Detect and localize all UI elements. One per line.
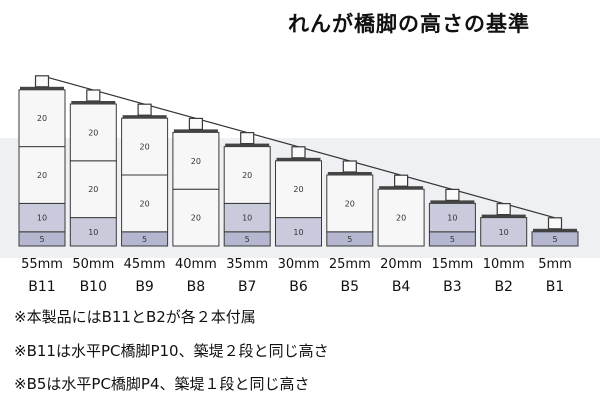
pier-b3: 5 10 15mm B3 [428,188,476,295]
pier-b9-segment-label: 20 [140,143,150,152]
pier-b2-peg [496,203,511,216]
pier-b9-segment-label: 5 [142,235,147,244]
pier-b6-code-label: B6 [289,279,308,295]
pier-b4-height-label: 20mm [380,257,422,272]
pier-b5-segment-label: 20 [345,199,355,208]
pier-b4-peg [394,174,409,187]
pier-b3-segment-label: 10 [447,214,457,223]
pier-b1-cap [533,228,577,232]
note-b5-height: ※B5は水平PC橋脚P4、築堤１段と同じ高さ [14,375,310,393]
pier-b3-height-label: 15mm [431,257,473,272]
pier-b11-segment-label: 5 [39,235,44,244]
pier-b8-segment [172,131,220,190]
pier-b6-segment-label: 10 [293,228,303,237]
pier-b1: 5 5mm B1 [531,217,579,295]
pier-b11-peg [34,75,50,88]
pier-b3-code-label: B3 [443,279,462,295]
pier-b6-peg [291,146,306,159]
pier-b7-cap [225,143,270,147]
pier-b2-code-label: B2 [494,279,513,295]
pier-b3-segment [428,202,476,233]
pier-b8-peg [188,117,203,131]
pier-b6: 10 20 30mm B6 [275,146,322,295]
note-b11-height: ※B11は水平PC橋脚P10、築堤２段と同じ高さ [14,342,329,360]
pier-b8-code-label: B8 [187,279,206,295]
pier-b8-segment-label: 20 [191,157,201,166]
pier-b6-height-label: 30mm [278,257,320,272]
pier-b4-segment-label: 20 [396,214,406,223]
pier-b5-code-label: B5 [341,279,360,295]
pier-b3-peg [445,188,460,201]
pier-b10-segment [69,160,117,219]
pier-b2-height-label: 10mm [483,257,525,272]
pier-b11-segment [18,146,66,204]
pier-b1-code-label: B1 [546,279,565,295]
pier-b7-segment-label: 20 [242,171,252,180]
pier-b11-cap [20,86,64,90]
pier-b5-segment-label: 5 [347,235,352,244]
pier-b2: 10 10mm B2 [480,203,528,295]
pier-b7-height-label: 35mm [226,257,268,272]
pier-b11-segment-label: 10 [37,214,47,223]
pier-b11: 5 10 20 20 55mm B11 [18,75,66,295]
pier-diagram: 510202055mmB1110202050mmB105202045mmB920… [0,75,600,295]
pier-b11-height-label: 55mm [21,257,63,272]
pier-b4-cap [379,186,424,190]
pier-b8-height-label: 40mm [175,257,217,272]
pier-b5-cap [327,172,372,175]
pier-b1-height-label: 5mm [538,257,572,272]
pier-b10: 10 20 20 50mm B10 [69,89,117,295]
pier-b10-cap [71,101,116,104]
pier-b7-segment-label: 10 [242,214,252,223]
pier-b5-peg [342,160,357,173]
pier-b5-height-label: 25mm [329,257,371,272]
pier-b9-code-label: B9 [135,279,154,295]
pier-b11-code-label: B11 [28,279,55,295]
pier-b9-cap [122,115,167,119]
pier-b9: 5 20 20 45mm B9 [121,103,169,295]
pier-b7-segment-label: 5 [245,235,250,244]
pier-b10-segment-label: 10 [88,228,98,237]
pier-b10-peg [86,89,101,102]
pier-b10-code-label: B10 [80,279,107,295]
pier-b8-segment-label: 20 [191,214,201,223]
pier-b9-height-label: 45mm [124,257,166,272]
pier-b9-segment-label: 20 [140,199,150,208]
pier-group: 510202055mmB1110202050mmB105202045mmB920… [18,75,579,295]
pier-b6-segment-label: 20 [293,185,303,194]
pier-b5-segment [326,174,374,233]
pier-b3-segment-label: 5 [450,235,455,244]
pier-b2-cap [481,214,526,218]
pier-b5: 5 20 25mm B5 [326,160,374,295]
pier-b11-segment [18,202,66,233]
pier-b8-cap [173,129,218,133]
pier-b10-height-label: 50mm [72,257,114,272]
pier-b9-segment [121,117,169,176]
pier-b6-cap [276,157,321,161]
pier-b11-segment [18,89,66,148]
pier-b6-segment [275,160,322,219]
pier-b2-segment [480,217,528,247]
page-title: れんが橋脚の高さの基準 [288,12,530,36]
pier-b6-segment [275,217,322,247]
pier-b3-cap [430,200,475,204]
pier-b8-segment [172,188,220,247]
pier-b8: 20 20 40mm B8 [172,117,220,295]
pier-b1-peg [547,217,563,230]
pier-b7-code-label: B7 [238,279,257,295]
pier-b4-code-label: B4 [392,279,411,295]
note-included-parts: ※本製品にはB11とB2が各２本付属 [14,308,256,326]
pier-b11-segment-label: 20 [37,171,47,180]
pier-b10-segment [69,103,117,162]
pier-b10-segment-label: 20 [88,185,98,194]
pier-b10-segment-label: 20 [88,128,98,137]
pier-b4: 20 20mm B4 [377,174,425,295]
pier-b2-segment-label: 10 [499,228,509,237]
pier-b7-peg [240,132,255,145]
pier-b11-segment-label: 20 [37,114,47,123]
pier-b1-segment-label: 5 [552,235,557,244]
pier-b9-peg [137,103,152,116]
pier-b7: 5 10 20 35mm B7 [223,132,271,295]
